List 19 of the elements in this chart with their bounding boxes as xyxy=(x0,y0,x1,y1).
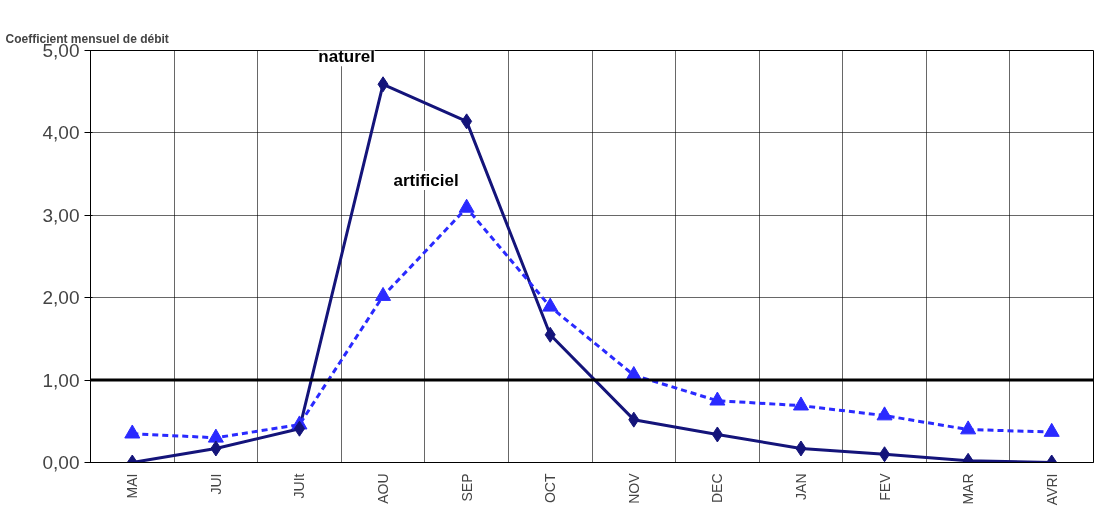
y-tick-label: 1,00 xyxy=(42,369,80,391)
x-tick-label: SEP xyxy=(458,473,475,502)
x-tick-label: MAI xyxy=(124,473,141,499)
x-tick-label: MAR xyxy=(960,473,977,505)
y-tick-label: 4,00 xyxy=(42,122,80,144)
x-tick-label: JUIt xyxy=(291,473,308,499)
y-tick-label: 3,00 xyxy=(42,204,80,226)
series-label: artificiel xyxy=(393,170,459,190)
x-tick-label: AOU xyxy=(375,473,392,504)
x-tick-label: DEC xyxy=(709,473,726,504)
x-tick-label: FEV xyxy=(876,472,893,501)
y-tick-label: 0,00 xyxy=(42,452,80,473)
x-tick-label: NOV xyxy=(625,472,642,504)
x-tick-label: AVRI xyxy=(1043,473,1060,506)
x-tick-label: JUI xyxy=(207,473,224,495)
y-tick-label: 2,00 xyxy=(42,287,80,309)
x-tick-label: OCT xyxy=(542,473,559,504)
series-label: naturel xyxy=(318,47,376,67)
x-tick-label: JAN xyxy=(792,473,809,500)
